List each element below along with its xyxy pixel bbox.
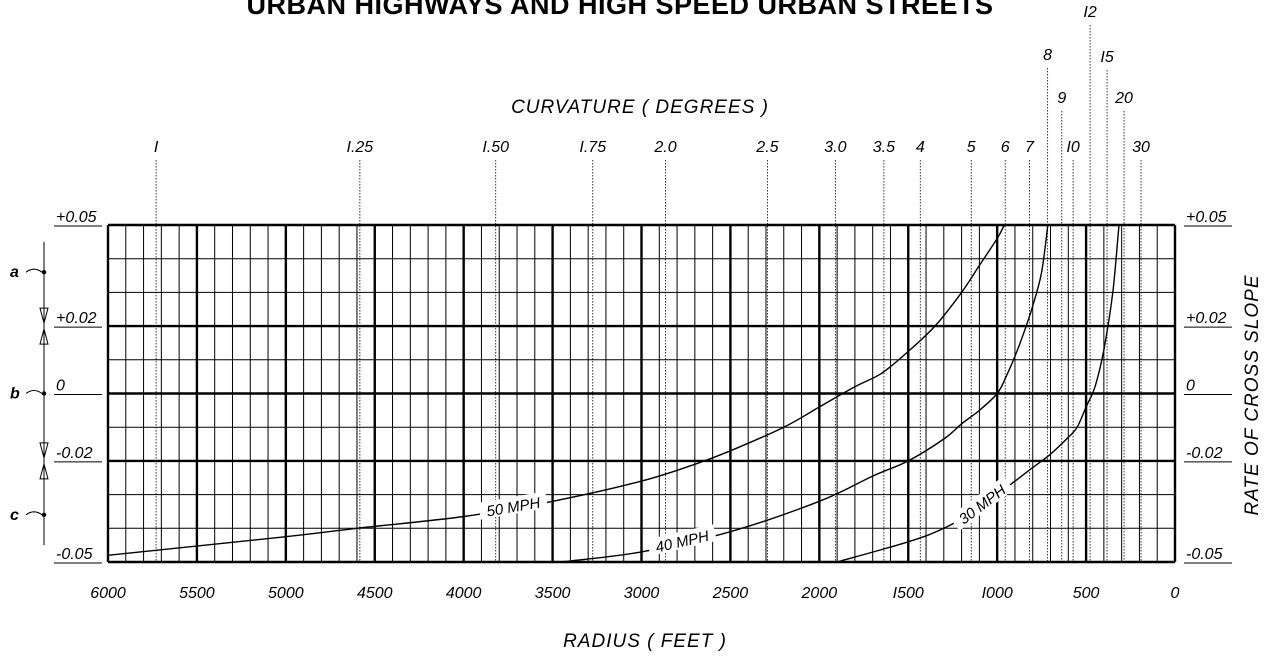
curvature-tick-label: I5 — [1100, 49, 1113, 66]
series-label: 50 MPH — [478, 491, 549, 521]
y-tick-label-left: +0.05 — [56, 209, 97, 226]
y-axis-ticks: +0.05 +0.05 +0.02 +0.02 0 0 -0.02 -0.02 -0.05 -0.… — [54, 209, 1232, 564]
y-tick-label-right: 0 — [1186, 378, 1195, 395]
curvature-tick-label: 8 — [1043, 47, 1052, 64]
x-axis-label: RADIUS ( FEET ) — [563, 631, 727, 652]
y-tick-label-right: -0.02 — [1186, 445, 1223, 462]
top-axis-ticks: I I.25 I.50 I.75 2.0 2.5 3.0 3.5 4 5 6 7 8 9 I0 I2 I5 20 3… — [154, 4, 1150, 562]
chart-title: URBAN HIGHWAYS AND HIGH SPEED URBAN STRE… — [246, 0, 993, 20]
marker-label: b — [10, 386, 20, 403]
curvature-tick-label: 3.5 — [873, 139, 895, 156]
curvature-tick-label: 6 — [1001, 139, 1010, 156]
series-line — [836, 224, 1120, 563]
curvature-tick-label: I0 — [1066, 139, 1079, 156]
x-tick-label: 0 — [1171, 585, 1180, 602]
x-tick-label: 2500 — [712, 585, 749, 602]
curvature-tick-label: 4 — [916, 139, 925, 156]
series-label: 40 MPH — [646, 524, 717, 556]
series-label-text: 30 MPH — [956, 482, 1010, 528]
curvature-tick-label: I.75 — [579, 139, 606, 156]
series-label-bg — [949, 476, 1014, 531]
x-axis-ticks: 6000 5500 5000 4500 4000 3500 3000 2500 2000 I500… — [90, 585, 1179, 602]
x-tick-label: 3500 — [535, 585, 571, 602]
curvature-tick-label: 9 — [1057, 90, 1066, 107]
x-tick-label: 6000 — [90, 585, 126, 602]
curvature-tick-label: I.50 — [482, 139, 509, 156]
x-tick-label: 4500 — [357, 585, 393, 602]
x-tick-label: 5500 — [179, 585, 215, 602]
series-label-bg — [646, 524, 717, 556]
marker-label: c — [10, 507, 19, 524]
curvature-tick-label: 20 — [1114, 90, 1133, 107]
x-tick-label: 4000 — [446, 585, 482, 602]
marker-leader — [25, 390, 43, 394]
marker-arrow-up — [39, 327, 49, 345]
series-line — [107, 224, 1005, 556]
x-tick-label: 2000 — [801, 585, 838, 602]
y-tick-label-left: -0.05 — [56, 546, 93, 563]
series-line — [561, 224, 1049, 563]
y-tick-label-left: +0.02 — [56, 310, 97, 327]
marker-leader — [25, 511, 43, 516]
x-tick-label: I000 — [982, 585, 1013, 602]
x-tick-label: 500 — [1073, 585, 1100, 602]
curvature-tick-label: I.25 — [347, 139, 374, 156]
marker-label: a — [10, 264, 19, 281]
series-label-text: 50 MPH — [485, 495, 541, 521]
y-axis-label: RATE OF CROSS SLOPE — [1242, 274, 1263, 515]
marker-arrow-down — [39, 442, 49, 460]
x-tick-label: I500 — [893, 585, 924, 602]
curvature-tick-label: 2.0 — [653, 139, 676, 156]
y-tick-label-left: 0 — [56, 378, 65, 395]
marker-dot — [41, 391, 47, 396]
curvature-tick-label: 2.5 — [755, 139, 778, 156]
curvature-tick-label: 5 — [967, 139, 976, 156]
y-tick-label-right: +0.05 — [1186, 209, 1227, 226]
curvature-tick-label: 30 — [1132, 139, 1150, 156]
grid — [106, 223, 1177, 564]
curvature-tick-label: 3.0 — [824, 139, 846, 156]
x-tick-label: 5000 — [268, 585, 304, 602]
series-label-bg — [478, 491, 549, 520]
y-tick-label-right: -0.05 — [1186, 546, 1223, 563]
marker-leader — [25, 268, 43, 273]
side-markers: a b c — [10, 241, 49, 546]
top-axis-label: CURVATURE ( DEGREES ) — [511, 97, 769, 118]
curvature-tick-label: I — [154, 139, 159, 156]
curvature-tick-label: I2 — [1083, 4, 1096, 21]
marker-arrow-down — [39, 307, 49, 326]
marker-dot — [41, 512, 47, 518]
marker-arrow-up — [39, 461, 49, 480]
curvature-tick-label: 7 — [1025, 139, 1035, 156]
marker-dot — [41, 269, 47, 275]
x-tick-label: 3000 — [624, 585, 660, 602]
y-tick-label-left: -0.02 — [56, 445, 93, 462]
y-tick-label-right: +0.02 — [1186, 310, 1227, 327]
